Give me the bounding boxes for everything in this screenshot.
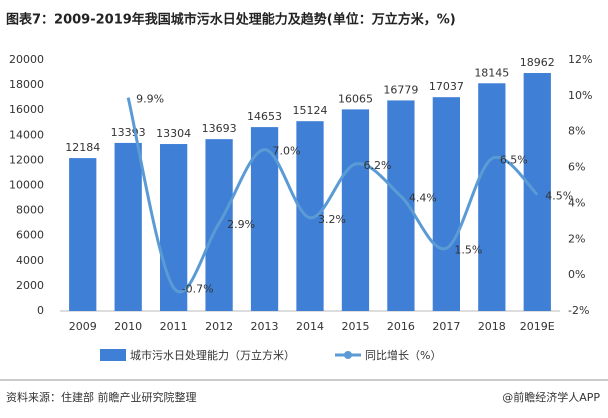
line-label: 4.5% bbox=[545, 189, 573, 202]
line-label: -0.7% bbox=[182, 283, 214, 296]
x-tick-label: 2012 bbox=[205, 320, 233, 333]
y-tick-label: 16000 bbox=[9, 103, 44, 116]
x-tick-label: 2009 bbox=[69, 320, 97, 333]
line-label: 9.9% bbox=[136, 93, 164, 106]
bar-label: 15124 bbox=[293, 104, 328, 117]
x-tick-label: 2015 bbox=[341, 320, 369, 333]
credit: @前瞻经济学人APP bbox=[502, 390, 600, 404]
y2-tick-label: -2% bbox=[568, 304, 589, 317]
x-tick-label: 2018 bbox=[478, 320, 506, 333]
bar-label: 16779 bbox=[383, 83, 418, 96]
x-tick-label: 2017 bbox=[432, 320, 460, 333]
x-tick-label: 2011 bbox=[160, 320, 188, 333]
x-tick-label: 2019E bbox=[520, 320, 555, 333]
bar bbox=[341, 109, 370, 311]
y2-tick-label: 4% bbox=[568, 196, 585, 209]
y2-tick-label: 0% bbox=[568, 268, 585, 281]
legend-swatch bbox=[100, 349, 126, 361]
y-tick-label: 12000 bbox=[9, 153, 44, 166]
legend-swatch bbox=[344, 351, 352, 359]
bar-label: 13304 bbox=[156, 127, 191, 140]
line-label: 6.5% bbox=[500, 154, 528, 167]
bar-label: 18962 bbox=[520, 56, 555, 69]
bar bbox=[296, 121, 324, 311]
chart-title: 图表7：2009-2019年我国城市污水日处理能力及趋势(单位：万立方米，%) bbox=[6, 12, 456, 28]
bar bbox=[432, 97, 460, 311]
bar-label: 14653 bbox=[247, 110, 282, 123]
line-label: 6.2% bbox=[363, 159, 391, 172]
y-tick-label: 2000 bbox=[16, 279, 44, 292]
y-tick-label: 4000 bbox=[16, 254, 44, 267]
bar bbox=[69, 158, 97, 311]
legend-label: 同比增长（%） bbox=[365, 348, 441, 362]
bar bbox=[478, 83, 506, 312]
legend-label: 城市污水日处理能力（万立方米） bbox=[130, 348, 295, 362]
bar-label: 13693 bbox=[202, 122, 237, 135]
bar bbox=[160, 144, 188, 311]
x-tick-label: 2010 bbox=[114, 320, 142, 333]
line-label: 7.0% bbox=[273, 145, 301, 158]
bar-label: 12184 bbox=[65, 141, 100, 154]
y-tick-label: 6000 bbox=[16, 229, 44, 242]
bar-label: 18145 bbox=[474, 66, 509, 79]
x-tick-label: 2014 bbox=[296, 320, 324, 333]
line-label: 2.9% bbox=[227, 218, 255, 231]
bar bbox=[523, 73, 551, 311]
y2-tick-label: 12% bbox=[568, 53, 592, 66]
y-tick-label: 10000 bbox=[9, 179, 44, 192]
y2-tick-label: 10% bbox=[568, 89, 592, 102]
x-tick-label: 2016 bbox=[387, 320, 415, 333]
y2-tick-label: 8% bbox=[568, 125, 585, 138]
y-tick-label: 14000 bbox=[9, 128, 44, 141]
y-tick-label: 8000 bbox=[16, 204, 44, 217]
bar bbox=[114, 142, 142, 311]
bar-label: 13393 bbox=[111, 126, 146, 139]
x-tick-label: 2013 bbox=[251, 320, 279, 333]
line-label: 3.2% bbox=[318, 213, 346, 226]
line-label: 4.4% bbox=[409, 191, 437, 204]
source: 资料来源：住建部 前瞻产业研究院整理 bbox=[6, 390, 197, 404]
y-tick-label: 18000 bbox=[9, 78, 44, 91]
line bbox=[126, 97, 539, 294]
y2-tick-label: 6% bbox=[568, 161, 585, 174]
bar-label: 17037 bbox=[429, 80, 464, 93]
y-tick-label: 20000 bbox=[9, 53, 44, 66]
y2-tick-label: 2% bbox=[568, 232, 585, 245]
bar bbox=[387, 100, 415, 311]
bar-label: 16065 bbox=[338, 92, 373, 105]
line-label: 1.5% bbox=[454, 243, 482, 256]
y-tick-label: 0 bbox=[37, 304, 44, 317]
